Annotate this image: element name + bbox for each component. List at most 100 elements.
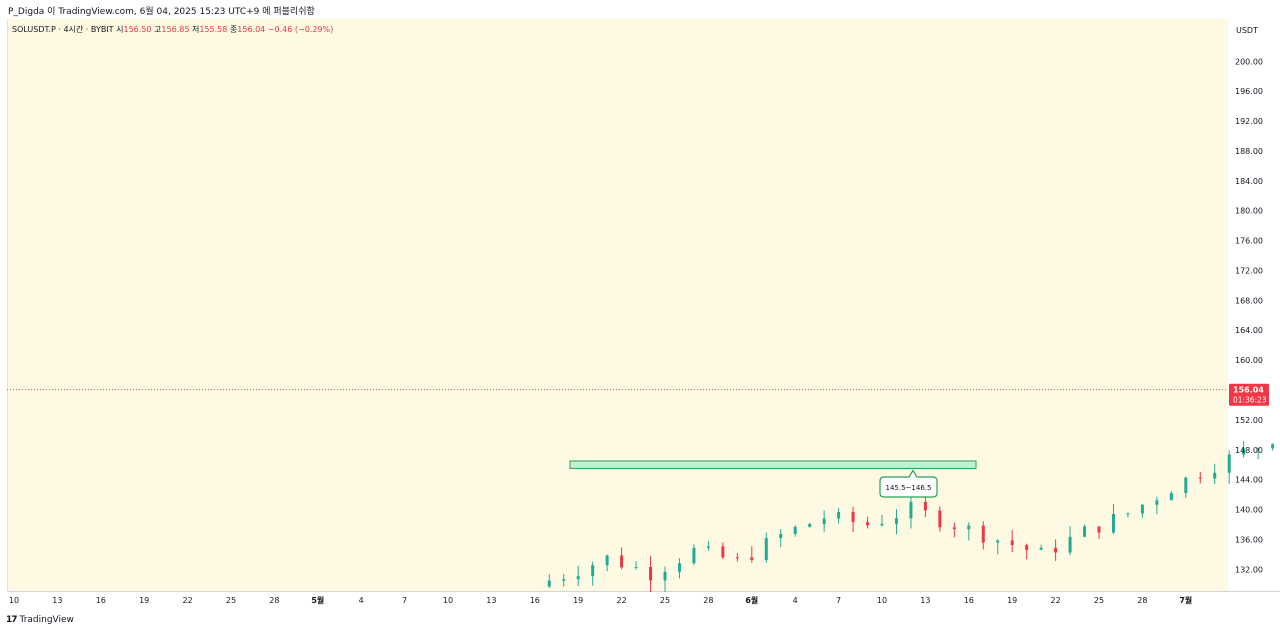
- time-tick-label: 16: [530, 596, 540, 605]
- candle-body: [677, 563, 681, 572]
- time-tick-label: 10: [877, 596, 887, 605]
- time-tick-label: 10: [443, 596, 453, 605]
- candle-body: [1271, 444, 1275, 449]
- tradingview-footer[interactable]: 17 TradingView: [6, 615, 74, 625]
- time-axis[interactable]: [7, 591, 1280, 612]
- zone-callout[interactable]: [879, 469, 938, 498]
- support-zone[interactable]: [569, 460, 977, 469]
- low-value: 155.58: [199, 25, 228, 34]
- candle-body: [866, 522, 870, 526]
- symbol-name[interactable]: SOLUSDT.P · 4시간 · BYBIT: [12, 25, 114, 34]
- high-value: 156.85: [161, 25, 190, 34]
- candle-body: [706, 546, 710, 548]
- candle-body: [967, 525, 971, 530]
- time-tick-label: 19: [139, 596, 149, 605]
- candle-body: [808, 524, 812, 527]
- time-tick-label: 13: [486, 596, 496, 605]
- last-price-tag: [1229, 383, 1269, 406]
- low-label: 저: [191, 25, 200, 34]
- candle-body: [779, 533, 783, 539]
- price-tick-label: 172.00: [1235, 266, 1263, 275]
- candle-body: [1155, 500, 1159, 505]
- change-value: −0.46 (−0.29%): [267, 25, 334, 34]
- time-tick-label: 4: [793, 596, 798, 605]
- time-tick-label: 16: [96, 596, 106, 605]
- zone-label: 145.5~146.5: [886, 484, 932, 492]
- time-tick-label: 6월: [745, 595, 758, 605]
- candle-body: [1213, 472, 1217, 479]
- candle-body: [822, 518, 826, 525]
- candle-body: [952, 527, 956, 530]
- candle-body: [880, 523, 884, 526]
- candle-body: [1111, 514, 1115, 533]
- time-tick-label: 22: [617, 596, 627, 605]
- publish-attribution: P_Digda 이 TradingView.com, 6월 04, 2025 1…: [8, 7, 315, 17]
- price-tick-label: 176.00: [1235, 237, 1263, 246]
- candle-body: [1126, 513, 1130, 515]
- price-tick-label: 168.00: [1235, 296, 1263, 305]
- time-tick-label: 22: [1051, 596, 1061, 605]
- close-label: 종: [229, 25, 238, 34]
- time-tick-label: 25: [226, 596, 236, 605]
- time-tick-label: 22: [183, 596, 193, 605]
- time-tick-label: 5월: [311, 595, 324, 605]
- publish-attribution-bar: P_Digda 이 TradingView.com, 6월 04, 2025 1…: [0, 0, 1280, 18]
- candle-body: [1256, 448, 1260, 450]
- candle-body: [764, 538, 768, 561]
- candle-body: [1198, 477, 1202, 479]
- price-tick-label: 180.00: [1235, 207, 1263, 216]
- time-tick-label: 7: [402, 596, 407, 605]
- open-label: 시: [116, 25, 124, 34]
- price-tick-label: 152.00: [1235, 416, 1263, 425]
- time-tick-label: 28: [703, 596, 713, 605]
- time-tick-label: 10: [9, 596, 19, 605]
- candle-body: [1010, 540, 1014, 546]
- candle-body: [750, 557, 754, 561]
- currency-label[interactable]: USDT: [1236, 26, 1258, 35]
- price-tick-label: 136.00: [1235, 535, 1263, 544]
- time-tick-label: 28: [269, 596, 279, 605]
- bar-countdown: 01:36:23: [1233, 396, 1267, 405]
- candle-body: [1039, 547, 1043, 550]
- time-tick-label: 7월: [1179, 595, 1192, 605]
- price-tick-label: 188.00: [1235, 147, 1263, 156]
- price-tick-label: 196.00: [1235, 87, 1263, 96]
- tradingview-logo-icon: 17: [6, 615, 17, 625]
- time-tick-label: 7: [836, 596, 841, 605]
- last-price-value: 156.04: [1233, 386, 1264, 395]
- candle-body: [837, 511, 841, 519]
- time-tick-label: 19: [1007, 596, 1017, 605]
- candle-body: [938, 510, 942, 528]
- candle-body: [649, 567, 653, 581]
- candle-body: [894, 518, 898, 524]
- footer-brand: TradingView: [19, 615, 74, 625]
- candle-body: [1227, 454, 1231, 473]
- price-tick-label: 132.00: [1235, 565, 1263, 574]
- price-tick-label: 164.00: [1235, 326, 1263, 335]
- candle-body: [793, 526, 797, 534]
- time-tick-label: 25: [1094, 596, 1104, 605]
- price-tick-label: 140.00: [1235, 506, 1263, 515]
- price-tick-label: 200.00: [1235, 57, 1263, 66]
- candle-body: [981, 525, 985, 543]
- price-tick-label: 160.00: [1235, 356, 1263, 365]
- price-tick-label: 184.00: [1235, 177, 1263, 186]
- price-tick-label: 148.00: [1235, 446, 1263, 455]
- candle-body: [692, 547, 696, 564]
- candle-body: [1068, 536, 1072, 553]
- price-axis[interactable]: [1228, 19, 1280, 591]
- candle-body: [721, 546, 725, 558]
- symbol-legend[interactable]: SOLUSDT.P · 4시간 · BYBIT 시156.50 고156.85 …: [12, 24, 333, 35]
- candle-body: [851, 511, 855, 523]
- candle-body: [663, 571, 667, 581]
- candle-body: [591, 565, 595, 577]
- time-tick-label: 16: [964, 596, 974, 605]
- candle-body: [1054, 547, 1058, 553]
- time-tick-label: 19: [573, 596, 583, 605]
- open-value: 156.50: [123, 25, 152, 34]
- time-tick-label: 13: [52, 596, 62, 605]
- candle-body: [996, 540, 1000, 543]
- time-tick-label: 13: [920, 596, 930, 605]
- candle-body: [1025, 545, 1029, 550]
